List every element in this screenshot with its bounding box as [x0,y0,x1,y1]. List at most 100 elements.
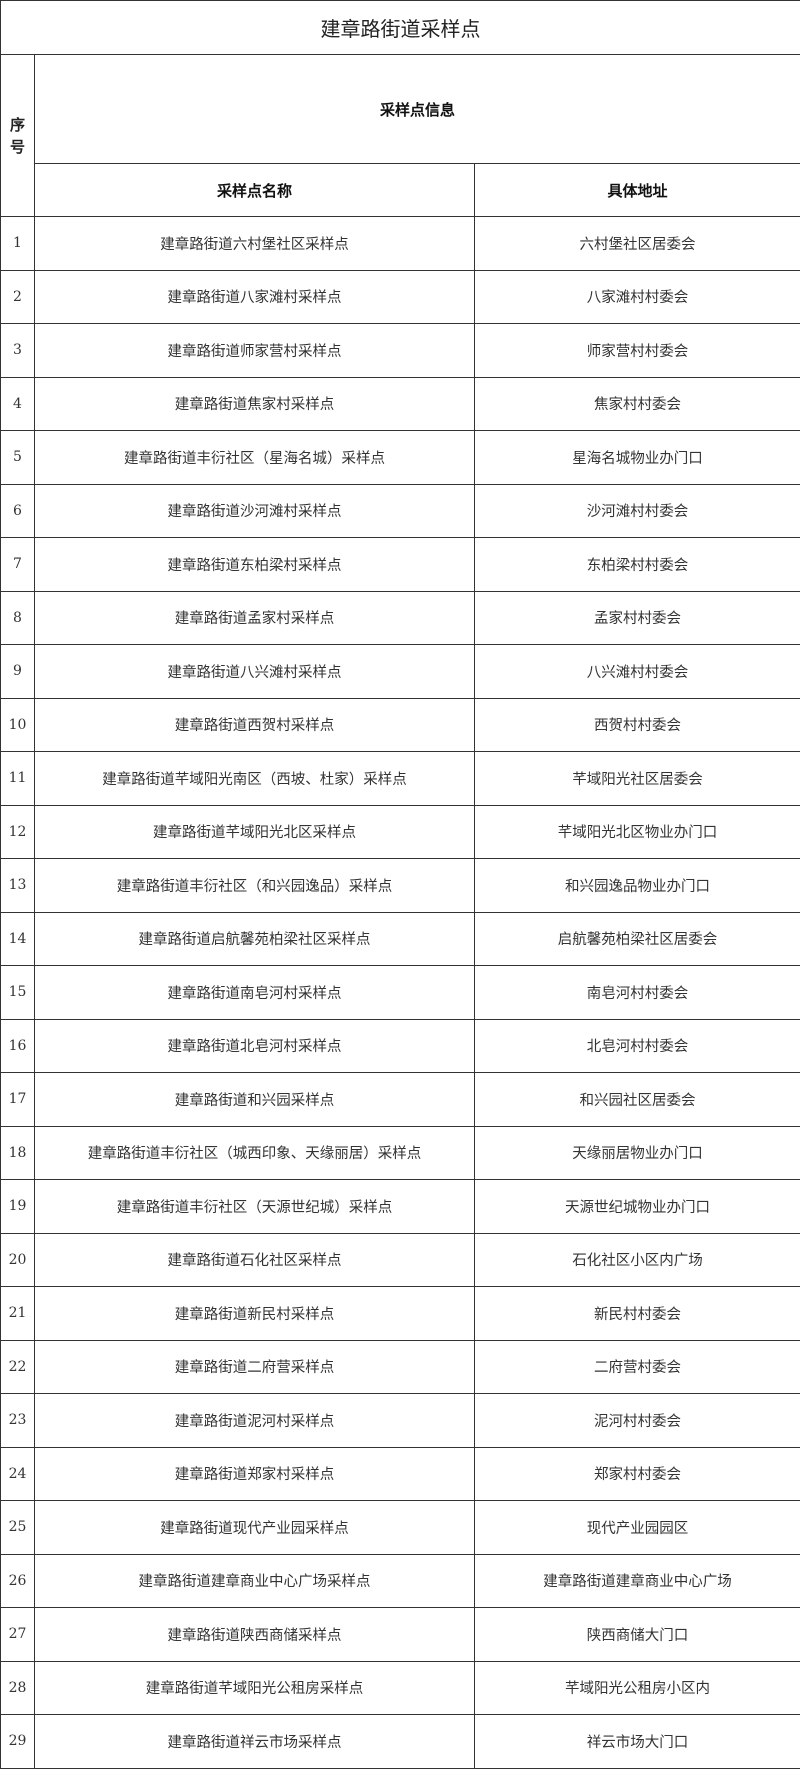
header-info: 采样点信息 [33,54,800,164]
sampling-point-address: 现代产业园园区 [473,1500,800,1555]
row-number: 5 [0,430,35,485]
row-number: 11 [0,751,35,806]
table-row: 2 建章路街道八家滩村采样点 八家滩村村委会 [0,269,800,324]
sampling-point-name: 建章路街道和兴园采样点 [34,1072,475,1127]
row-number: 6 [0,483,35,538]
table-row: 8 建章路街道孟家村采样点 孟家村村委会 [0,590,800,645]
sampling-point-address: 沙河滩村村委会 [473,483,800,538]
sampling-point-address: 八家滩村村委会 [473,269,800,324]
sampling-point-name: 建章路街道焦家村采样点 [34,376,475,431]
table-row: 11 建章路街道芊域阳光南区（西坡、杜家）采样点 芊域阳光社区居委会 [0,751,800,806]
header-address: 具体地址 [473,163,800,217]
sampling-point-name: 建章路街道丰衍社区（星海名城）采样点 [34,430,475,485]
table-row: 12 建章路街道芊域阳光北区采样点 芊域阳光北区物业办门口 [0,804,800,859]
table-title: 建章路街道采样点 [0,0,800,55]
sampling-point-address: 新民村村委会 [473,1286,800,1341]
table-row: 14 建章路街道启航馨苑柏梁社区采样点 启航馨苑柏梁社区居委会 [0,911,800,966]
sampling-point-name: 建章路街道西贺村采样点 [34,697,475,752]
table-row: 29 建章路街道祥云市场采样点 祥云市场大门口 [0,1714,800,1769]
sampling-point-address: 芊域阳光北区物业办门口 [473,804,800,859]
sampling-point-address: 郑家村村委会 [473,1446,800,1501]
row-number: 19 [0,1179,35,1234]
table-row: 25 建章路街道现代产业园采样点 现代产业园园区 [0,1500,800,1555]
sampling-point-address: 星海名城物业办门口 [473,430,800,485]
row-number: 27 [0,1607,35,1662]
sampling-point-address: 祥云市场大门口 [473,1714,800,1769]
row-number: 8 [0,590,35,645]
table-row: 5 建章路街道丰衍社区（星海名城）采样点 星海名城物业办门口 [0,430,800,485]
row-number: 18 [0,1125,35,1180]
table-row: 4 建章路街道焦家村采样点 焦家村村委会 [0,376,800,431]
sampling-point-name: 建章路街道丰衍社区（城西印象、天缘丽居）采样点 [34,1125,475,1180]
row-number: 22 [0,1339,35,1394]
sampling-point-address: 焦家村村委会 [473,376,800,431]
row-number: 1 [0,216,35,271]
sampling-point-name: 建章路街道建章商业中心广场采样点 [34,1553,475,1608]
sampling-point-address: 陕西商储大门口 [473,1607,800,1662]
header-seq: 序号 [0,54,35,217]
row-number: 29 [0,1714,35,1769]
sampling-point-name: 建章路街道启航馨苑柏梁社区采样点 [34,911,475,966]
sampling-point-address: 天源世纪城物业办门口 [473,1179,800,1234]
sampling-point-name: 建章路街道师家营村采样点 [34,323,475,378]
sampling-point-address: 西贺村村委会 [473,697,800,752]
table-row: 22 建章路街道二府营采样点 二府营村委会 [0,1339,800,1394]
sampling-point-name: 建章路街道芊域阳光北区采样点 [34,804,475,859]
sampling-point-name: 建章路街道二府营采样点 [34,1339,475,1394]
sampling-point-name: 建章路街道东柏梁村采样点 [34,537,475,592]
table-row: 28 建章路街道芊域阳光公租房采样点 芊域阳光公租房小区内 [0,1660,800,1715]
sampling-point-name: 建章路街道丰衍社区（和兴园逸品）采样点 [34,858,475,913]
sampling-point-address: 六村堡社区居委会 [473,216,800,271]
row-number: 25 [0,1500,35,1555]
sampling-point-address: 天缘丽居物业办门口 [473,1125,800,1180]
sampling-point-name: 建章路街道南皂河村采样点 [34,965,475,1020]
row-number: 4 [0,376,35,431]
sampling-point-address: 八兴滩村村委会 [473,644,800,699]
table-row: 10 建章路街道西贺村采样点 西贺村村委会 [0,697,800,752]
sampling-point-name: 建章路街道孟家村采样点 [34,590,475,645]
row-number: 12 [0,804,35,859]
sampling-point-address: 启航馨苑柏梁社区居委会 [473,911,800,966]
header-seq-text: 序号 [9,115,25,156]
sampling-point-name: 建章路街道陕西商储采样点 [34,1607,475,1662]
header-name: 采样点名称 [34,163,475,217]
sampling-point-address: 二府营村委会 [473,1339,800,1394]
table-row: 13 建章路街道丰衍社区（和兴园逸品）采样点 和兴园逸品物业办门口 [0,858,800,913]
sampling-point-name: 建章路街道芊域阳光南区（西坡、杜家）采样点 [34,751,475,806]
row-number: 13 [0,858,35,913]
sampling-point-address: 南皂河村村委会 [473,965,800,1020]
row-number: 23 [0,1393,35,1448]
sampling-point-name: 建章路街道八家滩村采样点 [34,269,475,324]
table-row: 21 建章路街道新民村采样点 新民村村委会 [0,1286,800,1341]
row-number: 16 [0,1018,35,1073]
table-row: 6 建章路街道沙河滩村采样点 沙河滩村村委会 [0,483,800,538]
row-number: 3 [0,323,35,378]
row-number: 26 [0,1553,35,1608]
sampling-point-name: 建章路街道芊域阳光公租房采样点 [34,1660,475,1715]
sampling-point-name: 建章路街道八兴滩村采样点 [34,644,475,699]
sampling-point-name: 建章路街道沙河滩村采样点 [34,483,475,538]
table-row: 27 建章路街道陕西商储采样点 陕西商储大门口 [0,1607,800,1662]
table-body: 1 建章路街道六村堡社区采样点 六村堡社区居委会 2 建章路街道八家滩村采样点 八家滩村村… [0,216,800,1769]
table-row: 3 建章路街道师家营村采样点 师家营村村委会 [0,323,800,378]
sampling-point-address: 孟家村村委会 [473,590,800,645]
table-row: 18 建章路街道丰衍社区（城西印象、天缘丽居）采样点 天缘丽居物业办门口 [0,1125,800,1180]
sampling-point-address: 芊域阳光社区居委会 [473,751,800,806]
table-row: 9 建章路街道八兴滩村采样点 八兴滩村村委会 [0,644,800,699]
row-number: 21 [0,1286,35,1341]
table-row: 26 建章路街道建章商业中心广场采样点 建章路街道建章商业中心广场 [0,1553,800,1608]
row-number: 10 [0,697,35,752]
row-number: 14 [0,911,35,966]
sampling-point-name: 建章路街道六村堡社区采样点 [34,216,475,271]
sampling-point-address: 东柏梁村村委会 [473,537,800,592]
sampling-point-name: 建章路街道北皂河村采样点 [34,1018,475,1073]
row-number: 9 [0,644,35,699]
row-number: 20 [0,1232,35,1287]
row-number: 17 [0,1072,35,1127]
table-row: 23 建章路街道泥河村采样点 泥河村村委会 [0,1393,800,1448]
sampling-point-name: 建章路街道郑家村采样点 [34,1446,475,1501]
sampling-point-name: 建章路街道新民村采样点 [34,1286,475,1341]
table-row: 24 建章路街道郑家村采样点 郑家村村委会 [0,1446,800,1501]
sampling-point-address: 师家营村村委会 [473,323,800,378]
